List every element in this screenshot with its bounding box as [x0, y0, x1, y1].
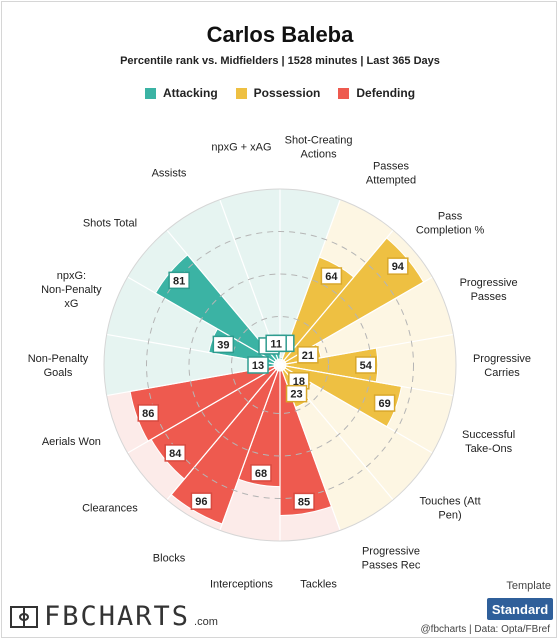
value-box-tackles — [293, 492, 315, 511]
axis-label-progressive-passes-rec: Progressive Passes Rec — [362, 545, 421, 571]
value-label-tackles: 85 — [298, 496, 310, 508]
legend-label-possession: Possession — [253, 86, 321, 100]
pitch-icon — [10, 606, 38, 628]
legend-swatch-attacking — [144, 87, 156, 99]
chart-title: Carlos Baleba — [206, 22, 354, 47]
value-label-progressive-carries: 54 — [360, 360, 373, 372]
spoke-line — [127, 364, 281, 454]
value-box-progressive-passes-rec — [285, 384, 308, 403]
value-box-non-penalty-goals — [247, 356, 269, 374]
axis-label-successful-take-ons: Successful Take-Ons — [462, 429, 515, 455]
value-box-npxg-xag — [265, 334, 287, 353]
legend: Attacking Possession Defending — [0, 86, 560, 100]
value-box-shots-total — [168, 271, 190, 290]
legend-item-defending: Defending — [338, 86, 415, 100]
axis-label-passes-attempted: Passes Attempted — [366, 161, 416, 187]
value-label-pass-completion: 94 — [392, 261, 405, 273]
axis-label-npxg-xag: npxG + xAG — [211, 141, 271, 153]
axis-label-aerials-won: Aerials Won — [42, 436, 101, 448]
value-box-progressive-carries — [355, 356, 377, 374]
value-label-blocks: 96 — [195, 496, 207, 508]
value-label-clearances: 84 — [169, 448, 182, 460]
value-box-aerials-won — [137, 404, 160, 422]
value-label-interceptions: 68 — [255, 468, 267, 480]
spoke-line — [127, 276, 281, 366]
value-box-progressive-passes — [297, 346, 319, 364]
gridline-ring-25 — [231, 316, 329, 414]
value-label-npxg-xag: 11 — [270, 338, 282, 350]
value-box-interceptions — [250, 464, 272, 482]
data-credit: @fbcharts | Data: Opta/FBref — [420, 624, 550, 635]
logo-text: FBCHARTS — [44, 601, 191, 632]
spoke-line — [219, 364, 281, 531]
spoke-line — [279, 229, 394, 366]
background-wedge-progressive-passes — [280, 277, 454, 365]
background-wedge-non-penalty-goals — [103, 334, 280, 396]
axis-label-pass-completion: Pass Completion % — [416, 210, 485, 236]
value-box-pass-completion — [387, 257, 409, 275]
fbcharts-logo: FBCHARTS .com — [10, 601, 218, 632]
background-wedge-npxg-xag — [219, 189, 280, 365]
value-box-npxg-non-penalty-xg — [212, 335, 235, 354]
background-wedge-shot-creating-actions — [280, 189, 341, 365]
axis-label-interceptions: Interceptions — [210, 579, 273, 591]
axis-label-progressive-carries: Progressive Carries — [473, 353, 531, 379]
axis-label-shots-total: Shots Total — [83, 217, 137, 229]
spoke-line — [279, 364, 454, 397]
axis-label-tackles: Tackles — [300, 579, 337, 591]
value-label-successful-take-ons: 69 — [378, 398, 390, 410]
axis-label-shot-creating-actions: Shot-Creating Actions — [285, 134, 353, 160]
value-label-touches-att-pen: 18 — [293, 376, 305, 388]
legend-item-attacking: Attacking — [144, 86, 218, 100]
value-label-npxg-non-penalty-xg: 39 — [217, 339, 229, 351]
template-button[interactable]: Standard — [487, 598, 553, 620]
value-box-passes-attempted — [320, 267, 343, 285]
logo-suffix: .com — [194, 616, 218, 628]
background-wedge-touches-att-pen — [280, 365, 433, 500]
chart-subtitle: Percentile rank vs. Midfielders | 1528 m… — [120, 55, 440, 67]
axis-label-assists: Assists — [152, 168, 187, 180]
value-box-clearances — [164, 444, 186, 462]
axis-label-touches-att-pen: Touches (Att Pen) — [419, 496, 480, 522]
legend-label-defending: Defending — [356, 86, 416, 100]
value-label-progressive-passes: 21 — [302, 350, 314, 362]
axis-label-progressive-passes: Progressive Passes — [460, 277, 518, 303]
value-label-non-penalty-goals: 13 — [252, 360, 264, 372]
axis-label-blocks: Blocks — [153, 552, 186, 564]
value-box-successful-take-ons — [373, 394, 396, 412]
spoke-line — [166, 364, 281, 501]
value-label-aerials-won: 86 — [142, 408, 154, 420]
value-label-progressive-passes-rec: 23 — [290, 389, 302, 401]
background-wedge-assists — [166, 199, 280, 365]
axis-label-clearances: Clearances — [82, 503, 138, 515]
value-label-shots-total: 81 — [173, 275, 185, 287]
axis-label-non-penalty-goals: Non-Penalty Goals — [28, 353, 89, 379]
gridline-ring-75 — [146, 231, 414, 499]
value-label-passes-attempted: 64 — [325, 271, 338, 283]
value-box-blocks — [190, 492, 213, 510]
background-wedge-progressive-passes-rec — [280, 365, 394, 531]
legend-item-possession: Possession — [235, 86, 321, 100]
legend-swatch-possession — [235, 87, 247, 99]
legend-label-attacking: Attacking — [162, 86, 218, 100]
axis-label-npxg-non-penalty-xg: npxG: Non-Penalty xG — [41, 270, 102, 310]
outer-ring — [103, 188, 457, 542]
legend-swatch-defending — [338, 87, 350, 99]
template-label: Template — [506, 580, 551, 592]
